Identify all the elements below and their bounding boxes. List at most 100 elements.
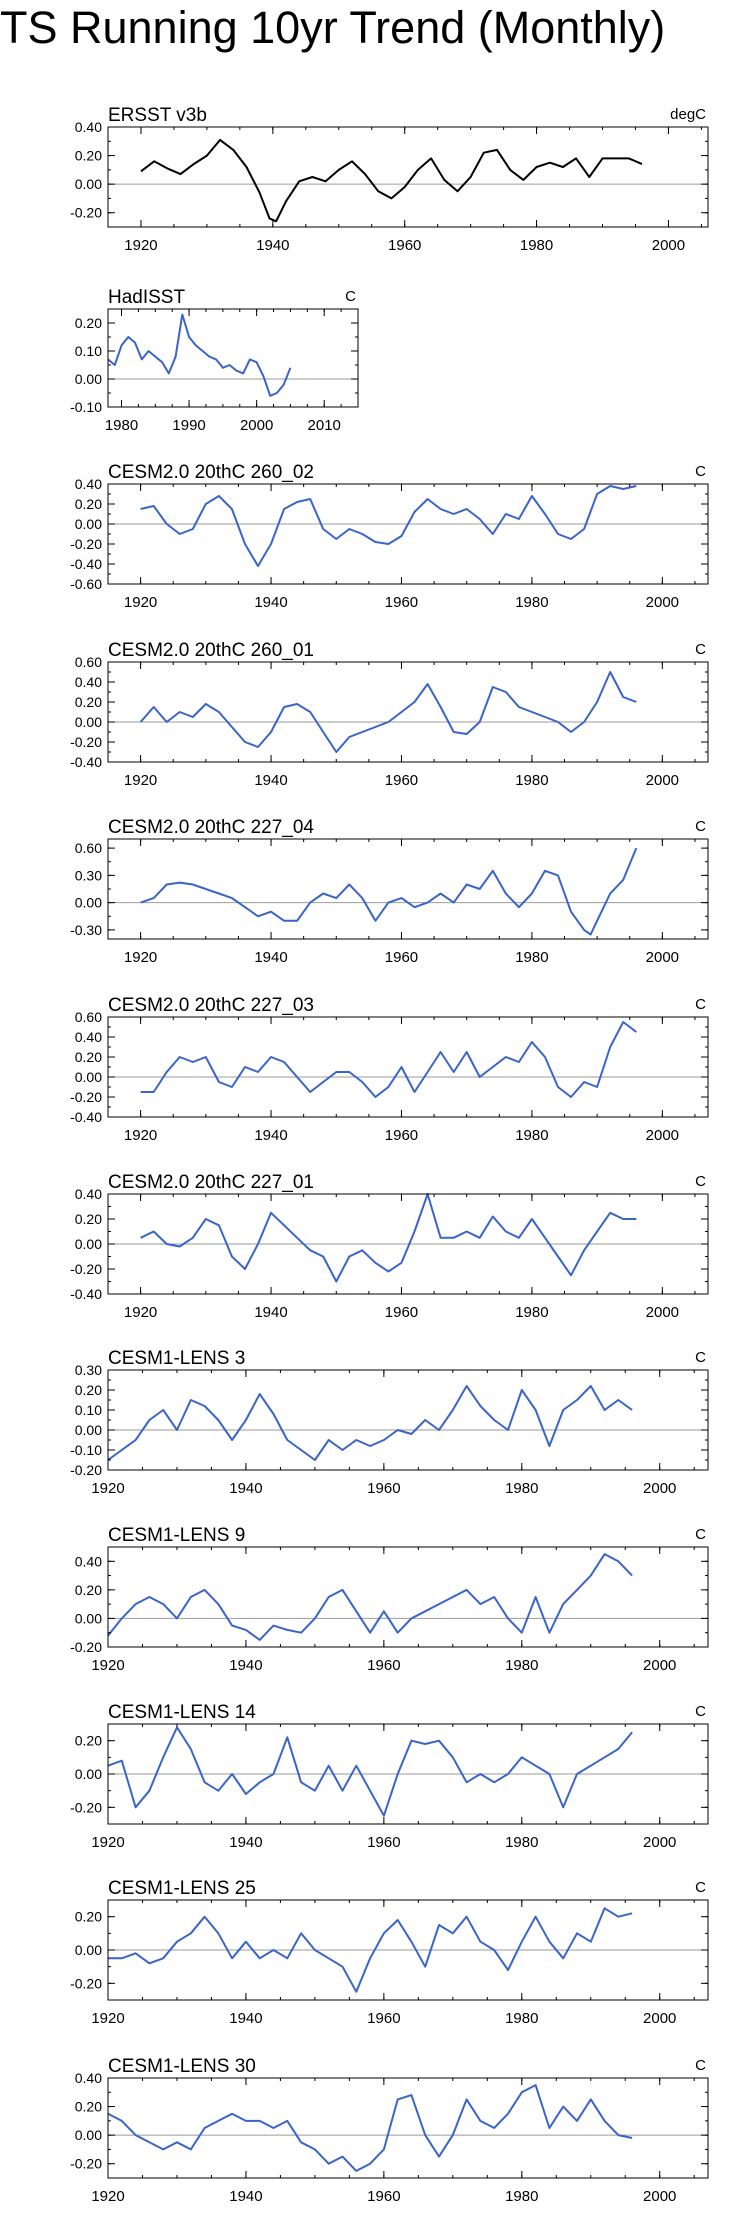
x-tick-label: 1940: [229, 2010, 262, 2027]
chart-units: C: [695, 1703, 706, 1720]
x-tick-label: 2000: [643, 1657, 676, 1674]
series-line: [140, 1193, 637, 1283]
x-tick-label: 1960: [367, 1657, 400, 1674]
plot-frame: [107, 1546, 709, 1648]
x-tick-label: 1920: [124, 949, 157, 966]
x-tick-label: 1960: [367, 1834, 400, 1851]
y-tick-label: 0.20: [75, 315, 102, 331]
y-tick-label: 0.00: [75, 1236, 102, 1252]
x-tick-label: 1920: [124, 237, 157, 254]
y-tick-label: -0.20: [70, 1799, 102, 1815]
chart-units: C: [695, 1173, 706, 1190]
y-tick-label: -0.20: [70, 1639, 102, 1655]
y-tick-label: -0.20: [70, 1261, 102, 1277]
y-tick-label: -0.20: [70, 1975, 102, 1991]
y-tick-label: 0.00: [75, 371, 102, 387]
y-tick-label: 0.20: [75, 1382, 102, 1398]
y-tick-label: 0.00: [75, 2127, 102, 2143]
y-tick-label: 0.20: [75, 1909, 102, 1925]
chart-units: C: [695, 1879, 706, 1896]
x-tick-label: 1980: [505, 2010, 538, 2027]
chart-panel: 1920 1940 1960 1980 2000 -0.20 0.00 0.20 CESM1-L…: [70, 1702, 709, 1851]
y-tick-label: -0.60: [70, 576, 102, 592]
y-tick-label: 0.30: [75, 1362, 102, 1378]
x-tick-label: 1920: [91, 1657, 124, 1674]
chart-units: C: [695, 641, 706, 658]
y-tick-label: 0.40: [75, 476, 102, 492]
y-tick-label: 0.20: [75, 1049, 102, 1065]
y-tick-label: -0.20: [70, 2156, 102, 2172]
x-tick-label: 1980: [515, 1304, 548, 1321]
x-tick-label: 1920: [91, 2188, 124, 2205]
chart-title: CESM2.0 20thC 260_02: [108, 462, 314, 483]
chart-panel: 1920 1940 1960 1980 2000 -0.20 0.00 0.20 0.40 CES…: [70, 2056, 709, 2205]
chart-units: C: [695, 996, 706, 1013]
y-tick-label: 0.20: [75, 1733, 102, 1749]
chart-title: CESM1-LENS 25: [108, 1878, 256, 1899]
chart-units: C: [695, 1349, 706, 1366]
x-tick-label: 1940: [254, 772, 287, 789]
y-tick-label: 0.40: [75, 674, 102, 690]
y-tick-label: 0.40: [75, 1029, 102, 1045]
y-tick-label: -0.20: [70, 1462, 102, 1478]
chart-units: C: [695, 2057, 706, 2074]
y-tick-label: -0.40: [70, 1109, 102, 1125]
chart-title: CESM1-LENS 30: [108, 2056, 256, 2077]
x-tick-label: 1920: [124, 772, 157, 789]
y-tick-label: 0.00: [75, 1942, 102, 1958]
chart-title: CESM1-LENS 14: [108, 1702, 256, 1723]
y-tick-label: -0.40: [70, 556, 102, 572]
y-tick-label: 0.20: [75, 1211, 102, 1227]
series-line: [107, 1553, 633, 1641]
y-tick-label: -0.30: [70, 922, 102, 938]
y-tick-label: 0.30: [75, 867, 102, 883]
chart-units: C: [695, 463, 706, 480]
x-tick-label: 2000: [240, 417, 273, 434]
chart-panel: 1920 1940 1960 1980 2000 -0.20 0.00 0.20 0.40 ERS…: [70, 105, 709, 254]
chart-panel: 1920 1940 1960 1980 2000 -0.40 -0.20 0.00 0.20 0.…: [70, 995, 709, 1144]
y-tick-label: 0.00: [75, 516, 102, 532]
y-tick-label: 0.20: [75, 1582, 102, 1598]
y-tick-label: 0.60: [75, 1009, 102, 1025]
y-tick-label: -0.40: [70, 754, 102, 770]
chart-title: HadISST: [108, 287, 185, 308]
y-tick-label: 0.40: [75, 1186, 102, 1202]
x-tick-label: 1980: [515, 594, 548, 611]
x-tick-label: 1940: [254, 1127, 287, 1144]
y-tick-label: 0.00: [75, 1610, 102, 1626]
series-line: [108, 1907, 633, 1993]
x-tick-label: 1920: [124, 1304, 157, 1321]
x-tick-label: 1980: [505, 2188, 538, 2205]
x-tick-label: 1980: [520, 237, 553, 254]
series-line: [107, 2084, 633, 2172]
x-tick-label: 2000: [643, 2010, 676, 2027]
y-tick-label: 0.00: [75, 714, 102, 730]
chart-panel: 1920 1940 1960 1980 2000 -0.60 -0.40 -0.20 0.00 0…: [70, 462, 709, 611]
x-tick-label: 2000: [646, 772, 679, 789]
x-tick-label: 1940: [229, 1657, 262, 1674]
x-tick-label: 1920: [124, 594, 157, 611]
y-tick-label: -0.40: [70, 1286, 102, 1302]
plot-frame: [107, 308, 359, 408]
y-tick-label: 0.40: [75, 2070, 102, 2086]
x-tick-label: 1960: [367, 1480, 400, 1497]
series-line: [107, 313, 292, 397]
x-tick-label: 1940: [229, 2188, 262, 2205]
chart-panel: 1920 1940 1960 1980 2000 -0.40 -0.20 0.00 0.20 0.…: [70, 640, 709, 789]
chart-units: C: [695, 1526, 706, 1543]
plot-frame: [107, 838, 709, 940]
y-tick-label: 0.20: [75, 694, 102, 710]
y-tick-label: 0.00: [75, 176, 102, 192]
y-tick-label: 0.00: [75, 895, 102, 911]
chart-panel: 1920 1940 1960 1980 2000 -0.40 -0.20 0.00 0.20 0.…: [70, 1172, 709, 1321]
x-tick-label: 1940: [229, 1834, 262, 1851]
chart-title: CESM1-LENS 9: [108, 1525, 245, 1546]
x-tick-label: 1960: [367, 2188, 400, 2205]
y-tick-label: -0.20: [70, 205, 102, 221]
chart-title: CESM1-LENS 3: [108, 1348, 245, 1369]
x-tick-label: 1960: [388, 237, 421, 254]
x-tick-label: 1980: [105, 417, 138, 434]
y-tick-label: 0.20: [75, 148, 102, 164]
